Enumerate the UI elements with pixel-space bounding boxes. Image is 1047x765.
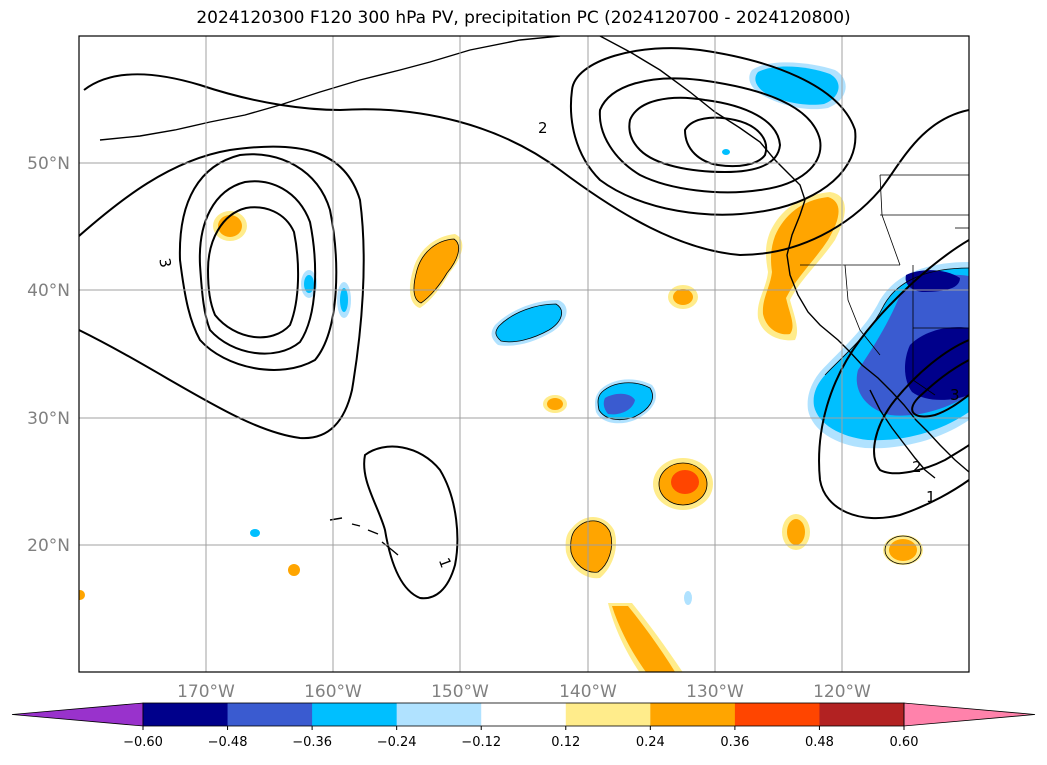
colorbar-frame — [142, 702, 905, 727]
colorbar-cell — [650, 703, 736, 726]
precip-negative-shading — [250, 62, 969, 605]
contour-label: 2 — [912, 458, 922, 476]
colorbar-cell — [819, 703, 905, 726]
contour-label: 3 — [155, 257, 174, 270]
contour-label: 1 — [926, 488, 936, 506]
colorbar-cell — [396, 703, 482, 726]
colorbar-tick-label: −0.12 — [461, 735, 501, 750]
precip-outlines — [413, 238, 969, 573]
lat-label-40n: 40°N — [27, 281, 70, 301]
lon-label-140w: 140°W — [559, 682, 617, 702]
colorbar-tick-label: 0.60 — [890, 735, 919, 750]
coastlines — [99, 36, 969, 556]
colorbar-cell — [312, 703, 398, 726]
colorbar-tick-label: −0.24 — [377, 735, 417, 750]
contour-label: 2 — [538, 119, 548, 137]
lon-label-130w: 130°W — [686, 682, 744, 702]
map-frame — [78, 35, 970, 673]
colorbar-extend-min — [11, 702, 144, 727]
lat-label-50n: 50°N — [27, 154, 70, 174]
colorbar-tick-label: 0.36 — [720, 735, 749, 750]
colorbar-cell — [734, 703, 820, 726]
colorbar-tick-label: −0.48 — [208, 735, 248, 750]
lon-label-160w: 160°W — [304, 682, 362, 702]
gridlines — [79, 36, 969, 672]
lon-label-150w: 150°W — [431, 682, 489, 702]
lon-label-170w: 170°W — [177, 682, 235, 702]
colorbar-cell — [143, 703, 229, 726]
lat-label-20n: 20°N — [27, 536, 70, 556]
pv-contours — [79, 47, 969, 600]
colorbar-tick-label: 0.24 — [636, 735, 665, 750]
lon-label-120w: 120°W — [813, 682, 871, 702]
colorbar-tick-label: −0.36 — [292, 735, 332, 750]
colorbar-cell — [227, 703, 313, 726]
colorbar-cell — [565, 703, 651, 726]
colorbar: −0.60 −0.48 −0.36 −0.24 −0.12 0.12 0.24 0.36 0.4… — [11, 702, 1036, 750]
map-background — [79, 36, 969, 672]
lat-label-30n: 30°N — [27, 409, 70, 429]
colorbar-extend-max — [903, 702, 1036, 727]
latitude-labels: 50°N 40°N 30°N 20°N — [27, 154, 70, 556]
colorbar-tick-label: 0.48 — [805, 735, 834, 750]
contour-label: 3 — [950, 386, 960, 404]
colorbar-tick-label: −0.60 — [123, 735, 163, 750]
colorbar-tick-label: 0.12 — [551, 735, 580, 750]
colorbar-cell — [481, 703, 567, 726]
longitude-labels: 170°W 160°W 150°W 140°W 130°W 120°W — [177, 682, 871, 702]
map-title: 2024120300 F120 300 hPa PV, precipitatio… — [196, 8, 851, 28]
